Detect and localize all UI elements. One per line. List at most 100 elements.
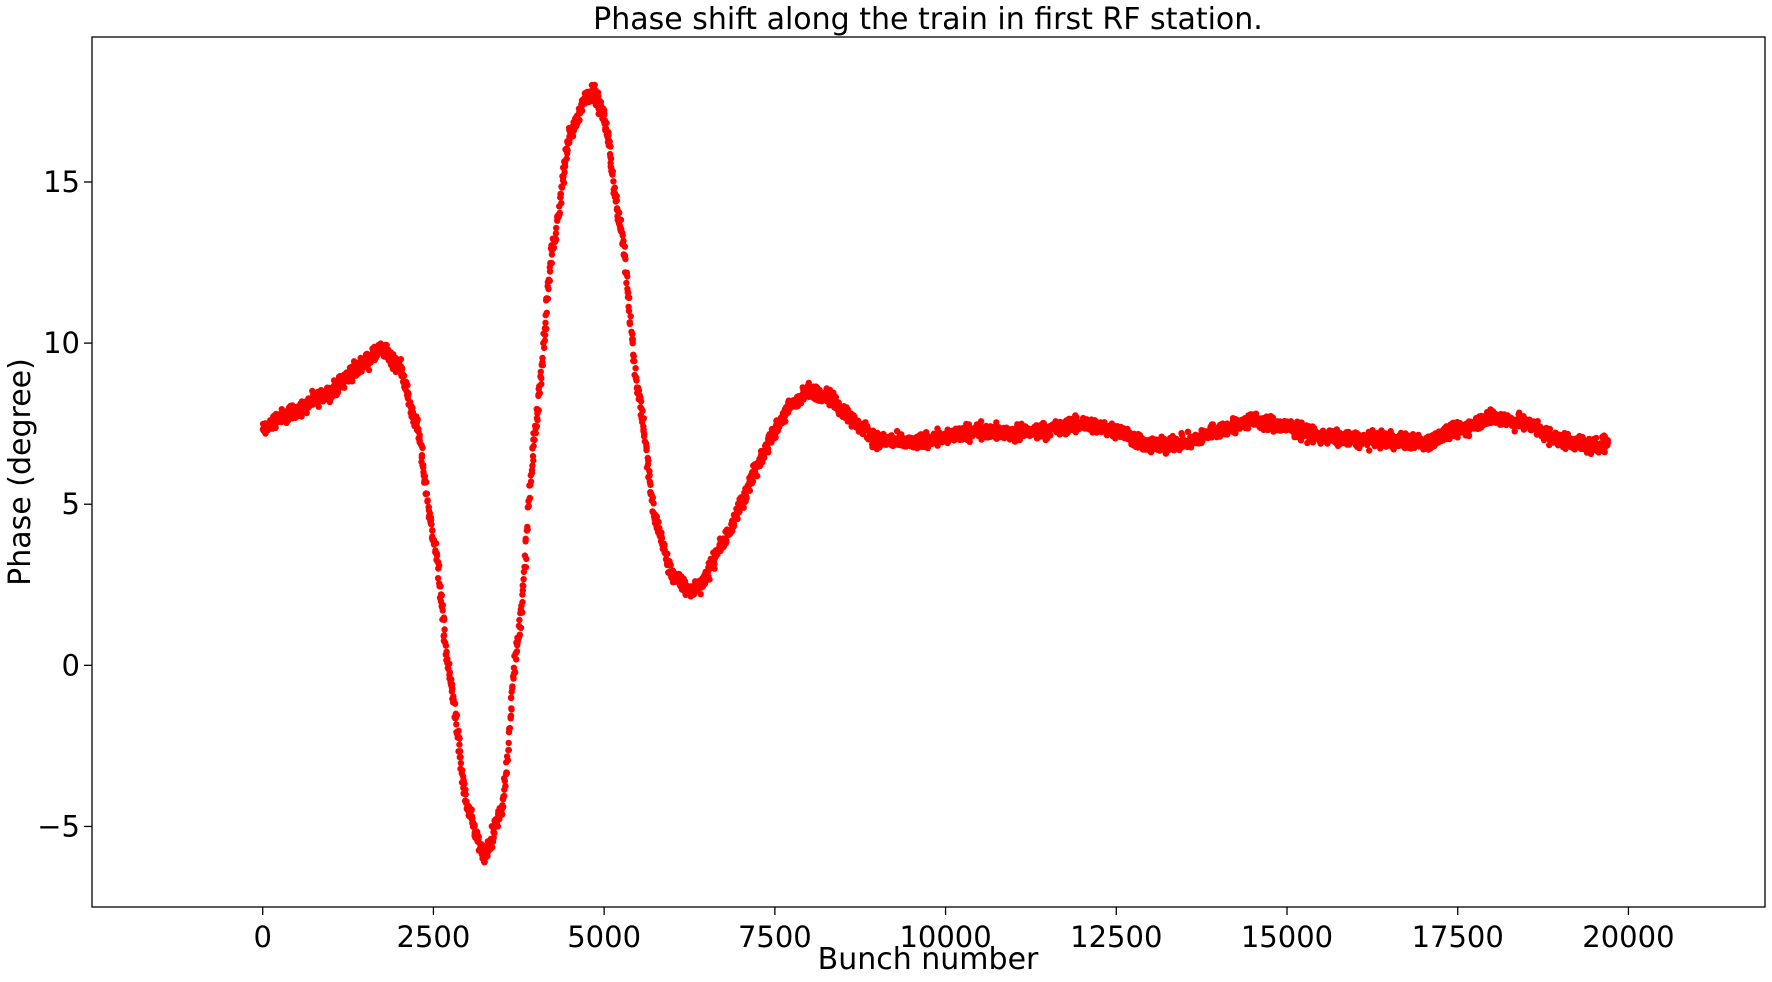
scatter-point (617, 216, 625, 223)
scatter-point (456, 735, 463, 742)
scatter-point (526, 494, 533, 502)
scatter-point (453, 721, 460, 728)
scatter-point (530, 457, 537, 464)
scatter-point (1216, 433, 1224, 440)
scatter-point (1409, 431, 1417, 438)
scatter-point (621, 252, 628, 260)
scatter-point (398, 366, 406, 373)
scatter-point (1383, 443, 1390, 450)
x-tick-label: 10000 (899, 920, 991, 954)
x-tick-label: 5000 (567, 920, 641, 954)
scatter-point (543, 295, 551, 302)
scatter-point (510, 675, 517, 682)
scatter-point (629, 336, 636, 343)
scatter-point (539, 359, 546, 366)
scatter-point (601, 111, 608, 119)
scatter-point (527, 472, 534, 479)
scatter-point (432, 540, 440, 547)
scatter-point (1516, 409, 1523, 416)
scatter-point (1601, 448, 1608, 456)
scatter-point (542, 319, 549, 326)
scatter-point (658, 535, 666, 542)
scatter-point (619, 232, 626, 239)
scatter-point (609, 171, 616, 178)
scatter-point (556, 211, 563, 218)
scatter-point (1047, 432, 1054, 439)
scatter-point (422, 490, 430, 497)
scatter-point (624, 294, 632, 301)
scatter-point (1178, 430, 1185, 437)
scatter-point (561, 169, 568, 176)
scatter-point (446, 669, 453, 676)
scatter-point (517, 624, 525, 631)
scatter-point (528, 467, 536, 474)
scatter-point (531, 436, 538, 444)
scatter-point (335, 385, 342, 392)
scatter-point (711, 565, 718, 572)
x-tick-label: 15000 (1241, 920, 1333, 954)
scatter-point (640, 423, 647, 430)
scatter-point (1562, 445, 1569, 453)
scatter-point (524, 523, 531, 531)
scatter-point (446, 660, 453, 667)
scatter-point (505, 739, 512, 747)
scatter-point (404, 391, 412, 399)
scatter-point (423, 479, 430, 486)
scatter-point (449, 685, 456, 693)
scatter-point (434, 575, 442, 582)
scatter-point (462, 791, 469, 798)
chart-title: Phase shift along the train in first RF … (593, 2, 1263, 37)
scatter-point (441, 639, 449, 646)
scatter-point (782, 418, 789, 425)
scatter-point (664, 550, 671, 557)
scatter-point (1366, 447, 1373, 454)
scatter-point (420, 462, 427, 469)
scatter-point (541, 337, 548, 344)
scatter-point (538, 380, 545, 388)
y-tick-label: −5 (37, 809, 80, 843)
scatter-point (510, 664, 518, 671)
scatter-point (503, 753, 511, 760)
scatter-point (1465, 431, 1472, 439)
scatter-point (548, 259, 555, 267)
scatter-point (1232, 430, 1239, 437)
scatter-point (1309, 439, 1317, 446)
scatter-point (639, 407, 646, 414)
scatter-point (754, 472, 761, 480)
scatter-point (541, 331, 549, 339)
scatter-point (646, 479, 654, 487)
y-tick-label: 0 (62, 648, 80, 682)
scatter-point (473, 828, 481, 835)
scatter-point (632, 365, 639, 372)
scatter-point (661, 542, 668, 549)
scatter-point (611, 184, 618, 191)
scatter-point (507, 712, 515, 719)
scatter-point (557, 194, 564, 201)
scatter-point (471, 821, 478, 829)
scatter-point (507, 694, 515, 701)
scatter-point (404, 381, 411, 389)
scatter-point (643, 444, 650, 451)
scatter-point (527, 478, 535, 485)
scatter-point (625, 289, 632, 296)
scatter-point (1546, 425, 1554, 433)
scatter-point (543, 309, 550, 316)
scatter-point (533, 414, 541, 422)
scatter-point (627, 313, 634, 320)
scatter-series (259, 81, 1612, 866)
scatter-point (456, 741, 463, 748)
scatter-point (550, 244, 558, 251)
scatter-point (429, 527, 436, 534)
scatter-point (522, 535, 529, 542)
scatter-point (623, 279, 630, 287)
x-axis: 0 2500 5000 7500 10000 12500 15000 17500 20000 (253, 907, 1675, 954)
scatter-point (521, 563, 528, 571)
scatter-point (552, 230, 560, 237)
scatter-point (520, 576, 527, 583)
scatter-point (728, 527, 736, 535)
scatter-point (723, 538, 730, 546)
scatter-point (456, 748, 464, 755)
scatter-point (505, 746, 512, 754)
scatter-point (315, 403, 322, 410)
